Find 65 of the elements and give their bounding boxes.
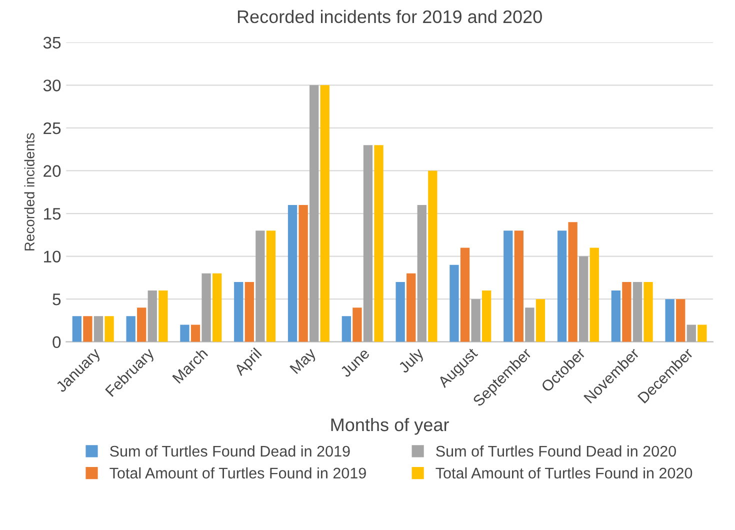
- bar: [342, 316, 352, 342]
- bar: [460, 248, 470, 342]
- bar: [590, 248, 599, 342]
- bar: [137, 308, 146, 342]
- bar: [557, 230, 567, 342]
- bar: [310, 85, 319, 342]
- bar: [568, 222, 578, 342]
- bar: [514, 230, 524, 342]
- bar: [256, 230, 265, 342]
- bar: [244, 282, 254, 342]
- bar: [417, 204, 426, 342]
- bar: [83, 316, 92, 342]
- bar: [698, 324, 707, 342]
- bar: [482, 290, 492, 342]
- bar: [126, 316, 136, 342]
- bar: [525, 308, 534, 342]
- legend-label: Sum of Turtles Found Dead in 2019: [110, 445, 350, 457]
- bar: [611, 290, 621, 342]
- y-tick-label: 20: [44, 165, 61, 177]
- bar: [471, 299, 480, 342]
- bar: [104, 316, 114, 342]
- bar: [428, 170, 438, 342]
- bar: [644, 282, 653, 342]
- y-tick-label: 10: [44, 250, 61, 262]
- bar: [536, 299, 546, 342]
- bar: [665, 299, 674, 342]
- bar: [288, 204, 298, 342]
- y-tick-label: 30: [43, 80, 61, 92]
- bar: [94, 316, 104, 342]
- bar: [212, 273, 222, 342]
- x-tick-label: July: [397, 346, 427, 376]
- bar: [158, 290, 168, 342]
- y-tick-label: 15: [44, 208, 61, 220]
- y-tick-label: 0: [52, 336, 61, 348]
- bar: [190, 324, 200, 342]
- bar: [266, 230, 276, 342]
- legend-label: Total Amount of Turtles Found in 2019: [110, 467, 366, 479]
- y-axis-title: Recorded incidents: [24, 133, 34, 250]
- bar: [622, 282, 632, 342]
- legend-label: Total Amount of Turtles Found in 2020: [436, 467, 692, 479]
- x-tick-label: May: [290, 347, 319, 376]
- bar: [72, 316, 82, 342]
- bar: [148, 290, 157, 342]
- bar: [234, 282, 244, 342]
- bar: [298, 204, 308, 342]
- bar: [180, 324, 190, 342]
- legend-label: Sum of Turtles Found Dead in 2020: [436, 445, 676, 457]
- bar: [504, 230, 513, 342]
- bar: [202, 273, 211, 342]
- bar: [406, 273, 416, 342]
- bar: [374, 145, 384, 342]
- bar: [320, 85, 330, 342]
- y-tick-label: 5: [52, 294, 61, 306]
- bar: [396, 282, 405, 342]
- bar: [632, 282, 642, 342]
- bar: [686, 324, 696, 342]
- y-tick-label: 35: [43, 36, 61, 49]
- bar: [352, 308, 362, 342]
- x-axis-title: Months of year: [331, 418, 449, 435]
- y-tick-label: 25: [44, 122, 61, 134]
- bar: [363, 145, 373, 342]
- bar: [450, 264, 459, 342]
- chart-title: Recorded incidents for 2019 and 2020: [238, 10, 542, 24]
- bar: [579, 256, 588, 342]
- bar: [676, 299, 686, 342]
